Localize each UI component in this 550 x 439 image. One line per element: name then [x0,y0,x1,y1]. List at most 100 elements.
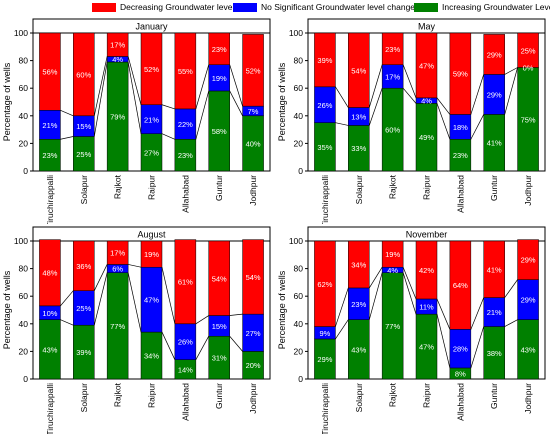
legend-item-no-change: No Significant Groundwater level change [233,2,415,12]
panel-august: August 0 20 40 60 80 100 Percentage of wells Tir… [0,222,275,439]
legend-item-increasing: Increasing Groundwater Level [414,2,550,12]
may-data-label-jodhpur-increasing-groundwater-level: 75% [521,115,536,124]
november-connector-inc-top-5 [504,319,518,327]
november-bar-rajkot-decreasing-groundwater-level [381,240,404,268]
august-category-label-tiruchirappalli: Tiruchirappalli [45,383,55,434]
january-bar-guntur-decreasing-groundwater-level [208,32,230,65]
november-data-label-raipur-increasing-groundwater-level: 47% [419,343,434,352]
august-data-label-tiruchirappalli-increasing-groundwater-level: 43% [42,345,57,354]
november-connector-nochange-top-2 [402,267,417,300]
november-ylabel: Percentage of wells [277,270,287,349]
august-data-label-rajkot-increasing-groundwater-level: 77% [110,322,125,331]
january-ylabel: Percentage of wells [2,62,12,141]
august-data-label-guntur-increasing-groundwater-level: 31% [212,354,227,363]
november-connector-nochange-top-5 [504,279,518,298]
november-bar-jodhpur-decreasing-groundwater-level [517,239,539,280]
may-bar-raipur-decreasing-groundwater-level [415,32,438,99]
january-data-label-allahabad-no-significant-groundwater-level-change: 22% [178,120,193,129]
january-category-label-tiruchirappalli: Tiruchirappalli [45,175,55,224]
august-ytick-label-40: 40 [19,319,29,329]
legend-swatch-no-change [233,2,257,12]
august-ytick-label-80: 80 [19,264,29,274]
panel-november: November 0 20 40 60 80 100 Percentage of wells T… [275,222,550,439]
november-ytick-label-20: 20 [294,346,304,356]
november-data-label-jodhpur-no-significant-groundwater-level-change: 29% [521,296,536,305]
november-data-label-tiruchirappalli-no-significant-groundwater-level-change: 9% [320,329,331,338]
august-connector-inc-top-1 [93,272,108,326]
august-ylabel: Percentage of wells [2,270,12,349]
may-bar-jodhpur-decreasing-groundwater-level [517,32,539,68]
august-data-label-raipur-decreasing-groundwater-level: 19% [144,250,159,259]
november-category-label-solapur: Solapur [354,383,364,412]
may-category-label-rajkot: Rajkot [388,174,398,199]
november-connector-inc-top-2 [402,272,417,315]
august-connector-nochange-top-2 [128,264,142,268]
may-data-label-solapur-increasing-groundwater-level: 33% [351,144,366,153]
may-connector-nochange-top-2 [402,64,417,98]
may-ytick-label-0: 0 [298,166,303,176]
january-data-label-jodhpur-no-significant-groundwater-level-change: 7% [248,107,259,116]
january-connector-inc-top-5 [229,90,243,116]
august-data-label-raipur-increasing-groundwater-level: 34% [144,352,159,361]
january-data-label-raipur-increasing-groundwater-level: 27% [144,148,159,157]
january-category-label-solapur: Solapur [79,175,89,204]
legend-label-increasing: Increasing Groundwater Level [442,2,550,12]
august-connector-nochange-top-3 [161,267,176,324]
november-category-label-jodhpur: Jodhpur [523,383,533,414]
january-ytick-label-0: 0 [23,166,28,176]
may-ytick-label-60: 60 [294,83,304,93]
november-bar-guntur-decreasing-groundwater-level [483,240,505,298]
november-data-label-guntur-decreasing-groundwater-level: 41% [487,265,502,274]
may-connector-nochange-top-0 [335,86,349,108]
november-bar-allahabad-decreasing-groundwater-level [449,240,472,330]
august-data-label-guntur-no-significant-groundwater-level-change: 15% [212,322,227,331]
august-category-label-allahabad: Allahabad [180,383,190,421]
january-data-label-solapur-increasing-groundwater-level: 25% [76,150,91,159]
may-data-label-solapur-decreasing-groundwater-level: 54% [351,66,366,75]
legend-swatch-increasing [414,2,438,12]
may-connector-inc-top-2 [402,87,417,104]
january-connector-nochange-top-3 [161,104,175,110]
may-data-label-allahabad-increasing-groundwater-level: 23% [453,151,468,160]
november-category-label-allahabad: Allahabad [455,383,465,421]
january-data-label-rajkot-no-significant-groundwater-level-change: 4% [112,55,123,64]
august-category-label-rajkot: Rajkot [113,382,123,407]
may-bar-tiruchirappalli-decreasing-groundwater-level [314,32,336,88]
january-connector-nochange-top-2 [127,56,142,105]
panel-may: May 0 20 40 60 80 100 Percentage of wells Tiruch… [275,14,550,229]
august-bar-jodhpur-decreasing-groundwater-level [242,239,264,315]
may-bar-rajkot-decreasing-groundwater-level [381,32,404,65]
november-connector-nochange-top-3 [436,298,451,330]
august-data-label-solapur-no-significant-groundwater-level-change: 25% [76,304,91,313]
legend-label-decreasing: Decreasing Groundwater level [120,2,235,12]
may-data-label-tiruchirappalli-increasing-groundwater-level: 35% [317,143,332,152]
may-data-label-jodhpur-no-significant-groundwater-level-change: 0% [523,64,534,73]
may-connector-inc-top-5 [504,67,518,115]
november-data-label-solapur-no-significant-groundwater-level-change: 23% [351,300,366,309]
august-bar-solapur-decreasing-groundwater-level [73,240,95,291]
august-connector-inc-top-4 [195,336,210,360]
august-connector-nochange-top-5 [229,313,243,316]
may-ytick-label-20: 20 [294,138,304,148]
may-connector-inc-top-4 [470,114,485,140]
august-data-label-allahabad-increasing-groundwater-level: 14% [178,365,193,374]
august-bar-allahabad-decreasing-groundwater-level [174,239,197,325]
january-data-label-raipur-no-significant-groundwater-level-change: 21% [144,115,159,124]
may-data-label-rajkot-no-significant-groundwater-level-change: 17% [385,72,400,81]
may-category-label-raipur: Raipur [422,175,432,200]
may-data-label-solapur-no-significant-groundwater-level-change: 13% [351,112,366,121]
august-ytick-label-0: 0 [23,374,28,384]
january-data-label-jodhpur-decreasing-groundwater-level: 52% [246,66,261,75]
august-data-label-rajkot-no-significant-groundwater-level-change: 6% [112,265,123,274]
january-ytick-label-40: 40 [19,111,29,121]
november-ytick-label-40: 40 [294,319,304,329]
august-category-label-raipur: Raipur [147,383,157,408]
august-data-label-guntur-decreasing-groundwater-level: 54% [212,274,227,283]
january-title: January [135,22,168,32]
january-data-label-solapur-decreasing-groundwater-level: 60% [76,70,91,79]
may-data-label-guntur-no-significant-groundwater-level-change: 29% [487,90,502,99]
january-connector-inc-top-1 [93,61,108,137]
january-connector-inc-top-0 [60,136,74,140]
august-data-label-tiruchirappalli-decreasing-groundwater-level: 48% [42,269,57,278]
august-connector-inc-top-5 [229,335,243,352]
